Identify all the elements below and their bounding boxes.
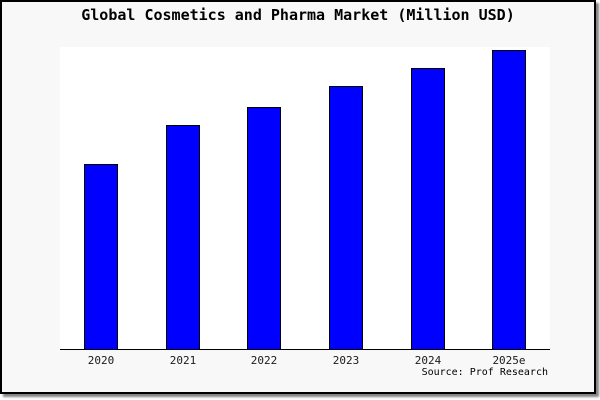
source-credit: Source: Prof Research xyxy=(421,367,548,378)
x-axis-labels: 2020 2021 2022 2023 2024 2025e xyxy=(60,354,550,368)
plot-area xyxy=(60,47,550,350)
bar-2025e xyxy=(492,50,526,349)
bar-2024 xyxy=(411,68,445,349)
x-tick-label-2024: 2024 xyxy=(414,354,442,367)
x-tick-label-2020: 2020 xyxy=(87,354,115,367)
x-tick-label-2021: 2021 xyxy=(169,354,197,367)
bar-2021 xyxy=(166,125,200,349)
bar-2023 xyxy=(329,86,363,349)
x-tick-label-2025e: 2025e xyxy=(492,354,526,367)
x-tick-label-2023: 2023 xyxy=(332,354,360,367)
chart-title: Global Cosmetics and Pharma Market (Mill… xyxy=(81,6,515,24)
x-tick-label-2022: 2022 xyxy=(250,354,278,367)
bar-2022 xyxy=(247,107,281,349)
bar-2020 xyxy=(84,164,118,349)
